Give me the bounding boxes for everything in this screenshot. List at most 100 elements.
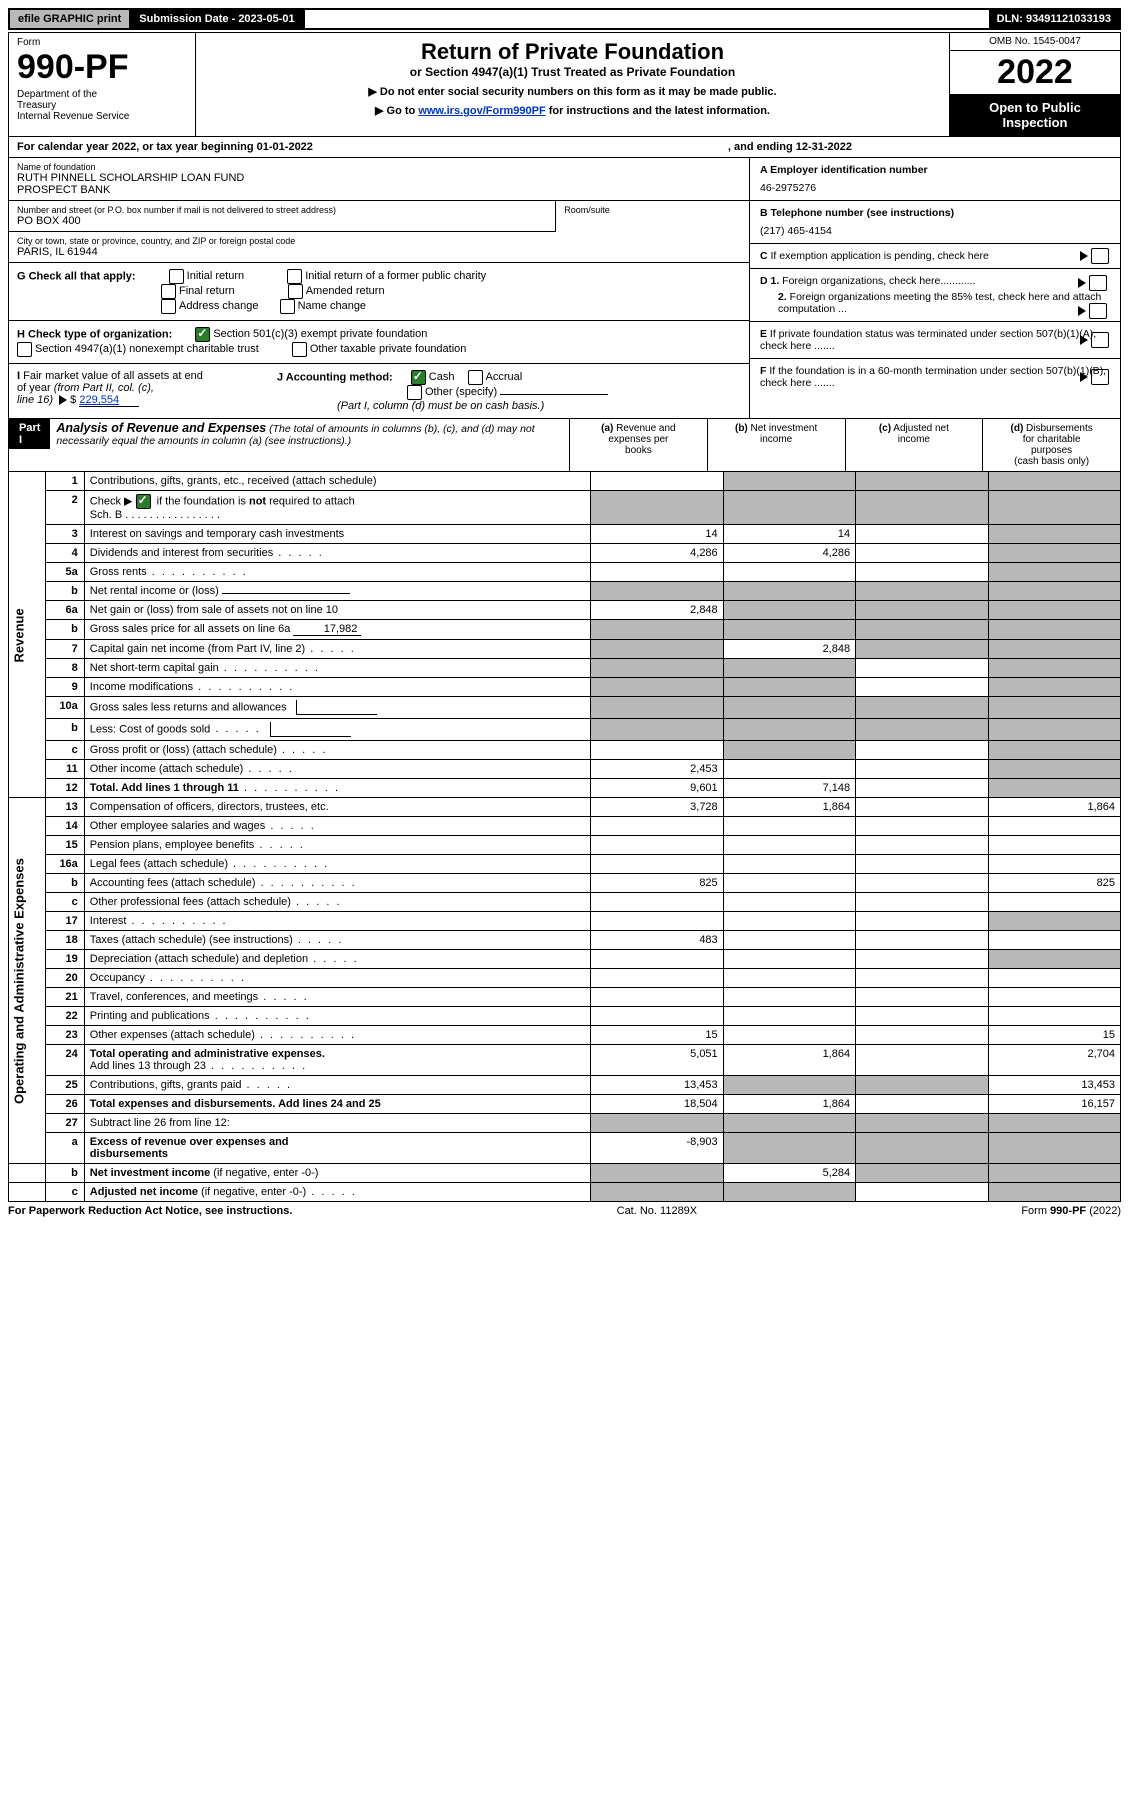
footer-right: Form 990-PF (2022) [1021,1205,1121,1217]
fmv-value[interactable]: 229,554 [79,394,139,407]
v12b: 7,148 [723,779,855,798]
line-27a: Excess of revenue over expenses anddisbu… [84,1133,590,1164]
v27a: -8,903 [591,1133,723,1164]
foundation-name-cell: Name of foundation RUTH PINNELL SCHOLARS… [9,158,749,201]
e-block: E If private foundation status was termi… [750,322,1120,359]
checkbox-address[interactable] [161,299,176,314]
line-9: Income modifications [84,678,590,697]
j-label: J Accounting method: [277,371,393,383]
v6a: 2,848 [591,601,723,620]
line-27c: Adjusted net income (if negative, enter … [84,1183,590,1202]
v24b: 1,864 [723,1045,855,1076]
v26a: 18,504 [591,1095,723,1114]
v13d: 1,864 [988,798,1120,817]
line-13: Compensation of officers, directors, tru… [84,798,590,817]
part1-desc: Analysis of Revenue and Expenses (The to… [50,419,569,449]
h-other-tax: Other taxable private foundation [310,343,467,355]
footer-mid: Cat. No. 11289X [617,1205,698,1217]
line-4: Dividends and interest from securities [84,544,590,563]
checkbox-d1[interactable] [1089,275,1107,291]
cal-end: , and ending 12-31-2022 [728,141,852,153]
tri-icon [59,395,67,405]
v13b: 1,864 [723,798,855,817]
checkbox-501c3[interactable] [195,327,210,342]
line-11: Other income (attach schedule) [84,760,590,779]
line-5a: Gross rents [84,563,590,582]
checkbox-amended[interactable] [288,284,303,299]
form-link[interactable]: www.irs.gov/Form990PF [418,105,545,117]
line-6b: Gross sales price for all assets on line… [84,620,590,640]
tri-icon [1080,251,1088,261]
line-14: Other employee salaries and wages [84,817,590,836]
line-18: Taxes (attach schedule) (see instruction… [84,931,590,950]
line-10c: Gross profit or (loss) (attach schedule) [84,741,590,760]
f-block: F If the foundation is in a 60-month ter… [750,359,1120,395]
open-public: Open to PublicInspection [950,94,1120,136]
form-title: Return of Private Foundation [202,39,943,65]
v3a: 14 [591,525,723,544]
line-15: Pension plans, employee benefits [84,836,590,855]
tri-icon [1078,306,1086,316]
tax-year: 2022 [950,51,1120,94]
g-address: Address change [179,300,259,312]
city-label: City or town, state or province, country… [17,236,741,246]
form-header: Form 990-PF Department of theTreasuryInt… [8,32,1121,137]
v7b: 2,848 [723,640,855,659]
cal-begin: For calendar year 2022, or tax year begi… [17,141,728,153]
v23d: 15 [988,1026,1120,1045]
instr-2-pre: ▶ Go to [375,105,418,117]
top-bar: efile GRAPHIC print Submission Date - 20… [8,8,1121,30]
l2-dots: . . . . . . . . . . . . . . . . [125,509,220,521]
d-block: D 1. Foreign organizations, check here..… [750,269,1120,322]
line-12: Total. Add lines 1 through 11 [84,779,590,798]
j-note: (Part I, column (d) must be on cash basi… [337,400,544,412]
v12a: 9,601 [591,779,723,798]
revenue-label: Revenue [9,472,46,798]
checkbox-other-method[interactable] [407,385,422,400]
v26b: 1,864 [723,1095,855,1114]
ein-block: A Employer identification number 46-2975… [750,158,1120,201]
checkbox-schb[interactable] [136,494,151,509]
v4a: 4,286 [591,544,723,563]
v16ba: 825 [591,874,723,893]
line-23: Other expenses (attach schedule) [84,1026,590,1045]
phone-label: B Telephone number (see instructions) [760,207,1110,219]
checkbox-other-tax[interactable] [292,342,307,357]
address: PO BOX 400 [17,215,547,227]
section-g: G Check all that apply: Initial return I… [9,263,749,321]
checkbox-f[interactable] [1091,369,1109,385]
checkbox-initial[interactable] [169,269,184,284]
checkbox-final[interactable] [161,284,176,299]
line-8: Net short-term capital gain [84,659,590,678]
g-initial: Initial return [187,270,244,282]
line-6a: Net gain or (loss) from sale of assets n… [84,601,590,620]
room-cell: Room/suite [555,201,749,232]
v25d: 13,453 [988,1076,1120,1095]
efile-label[interactable]: efile GRAPHIC print [10,10,131,28]
v24a: 5,051 [591,1045,723,1076]
checkbox-name-change[interactable] [280,299,295,314]
checkbox-d2[interactable] [1089,303,1107,319]
address-cell: Number and street (or P.O. box number if… [9,201,555,232]
other-specify[interactable] [500,394,608,395]
spacer [305,10,989,28]
c-block: C If exemption application is pending, c… [750,244,1120,269]
checkbox-4947[interactable] [17,342,32,357]
tri-icon [1080,372,1088,382]
tri-icon [1078,278,1086,288]
v27b: 5,284 [723,1164,855,1183]
instr-2-post: for instructions and the latest informat… [546,105,770,117]
checkbox-c[interactable] [1091,248,1109,264]
section-i: I Fair market value of all assets at end… [17,370,277,412]
v13a: 3,728 [591,798,723,817]
checkbox-initial-former[interactable] [287,269,302,284]
g-initial-former: Initial return of a former public charit… [305,270,486,282]
j-accrual: Accrual [486,371,523,383]
v25a: 13,453 [591,1076,723,1095]
checkbox-accrual[interactable] [468,370,483,385]
checkbox-cash[interactable] [411,370,426,385]
form-label: Form [17,37,187,48]
footer: For Paperwork Reduction Act Notice, see … [8,1205,1121,1217]
line-10a: Gross sales less returns and allowances [84,697,590,719]
checkbox-e[interactable] [1091,332,1109,348]
